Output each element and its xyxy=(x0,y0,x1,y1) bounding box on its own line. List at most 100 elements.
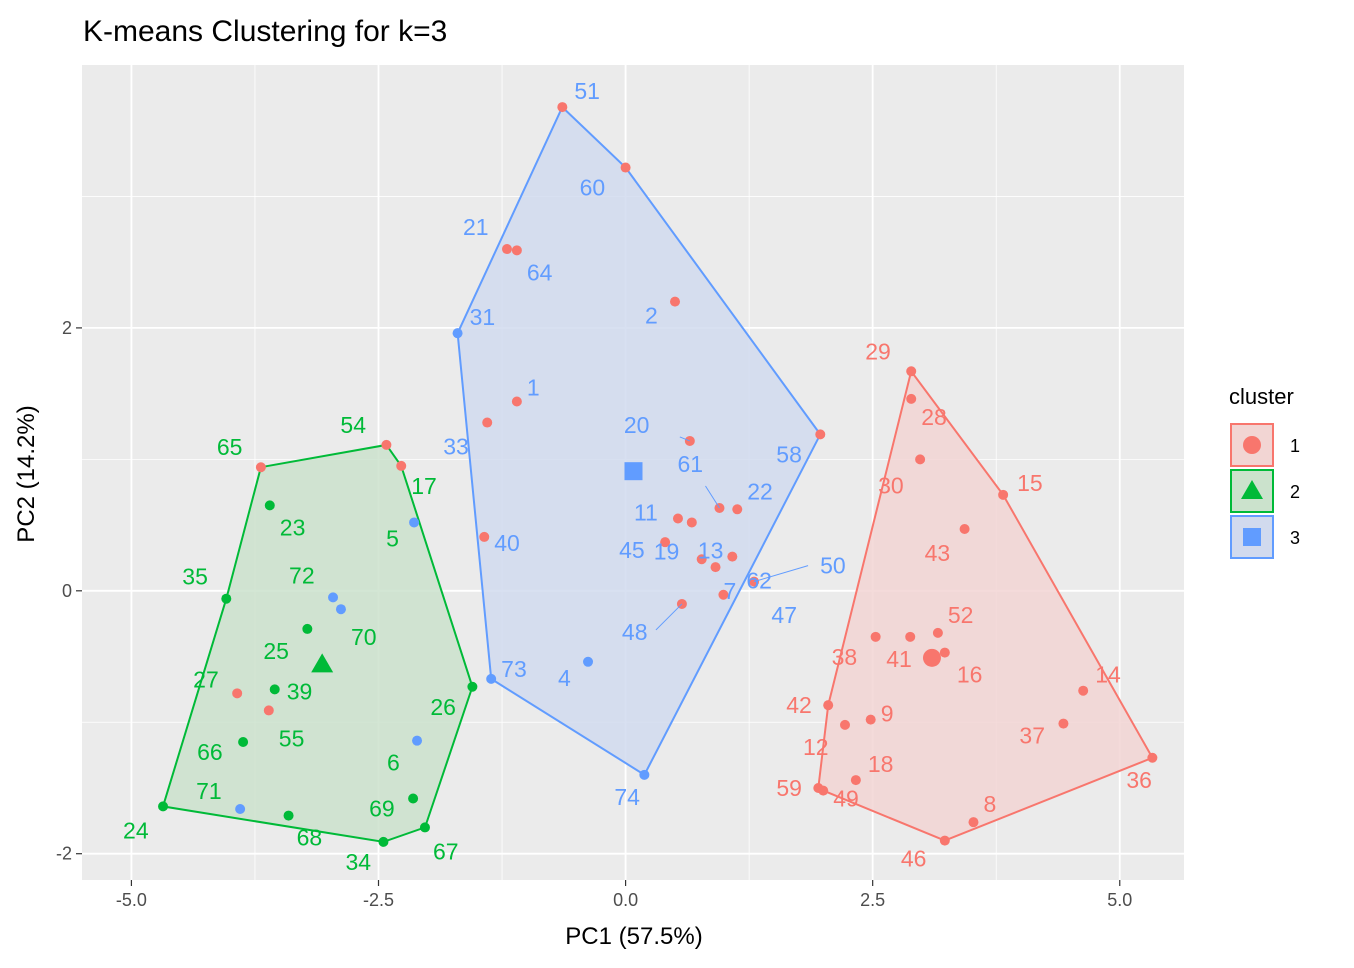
point-label-36: 36 xyxy=(1126,767,1152,793)
point-label-29: 29 xyxy=(865,338,891,364)
legend-square-icon xyxy=(1243,528,1261,546)
point-34 xyxy=(378,836,389,847)
point-4 xyxy=(583,656,594,667)
point-43 xyxy=(959,524,970,535)
cluster-centroids xyxy=(311,462,941,673)
point-label-24: 24 xyxy=(123,817,149,843)
point-16 xyxy=(939,647,950,658)
point-62 xyxy=(727,551,738,562)
point-66 xyxy=(238,736,249,747)
point-label-48: 48 xyxy=(622,619,648,645)
point-label-23: 23 xyxy=(280,514,306,540)
point-label-15: 15 xyxy=(1017,470,1043,496)
point-55 xyxy=(263,705,274,716)
point-54 xyxy=(381,439,392,450)
point-label-47: 47 xyxy=(771,602,797,628)
point-73 xyxy=(486,673,497,684)
point-label-38: 38 xyxy=(832,644,858,670)
point-11 xyxy=(672,513,683,524)
point-label-4: 4 xyxy=(558,665,571,691)
x-tick-label: -2.5 xyxy=(363,890,394,910)
chart-title: K-means Clustering for k=3 xyxy=(83,15,447,48)
point-68 xyxy=(283,810,294,821)
point-label-5: 5 xyxy=(386,525,399,551)
point-label-66: 66 xyxy=(197,739,223,765)
point-51 xyxy=(557,102,568,113)
point-label-16: 16 xyxy=(957,662,983,688)
point-label-25: 25 xyxy=(263,638,289,664)
legend-item-2: 2 xyxy=(1230,469,1300,513)
point-2 xyxy=(670,296,681,307)
point-29 xyxy=(906,366,917,377)
point-label-33: 33 xyxy=(443,434,469,460)
point-70 xyxy=(335,604,346,615)
point-25 xyxy=(302,623,313,634)
point-13 xyxy=(686,517,697,528)
point-label-60: 60 xyxy=(580,175,606,201)
point-label-31: 31 xyxy=(470,304,496,330)
point-41 xyxy=(905,631,916,642)
point-18 xyxy=(850,775,861,786)
point-label-40: 40 xyxy=(494,530,520,556)
point-12 xyxy=(839,719,850,730)
point-6 xyxy=(412,735,423,746)
legend: cluster 1 2 3 xyxy=(1229,384,1300,559)
point-label-46: 46 xyxy=(901,846,927,872)
centroid-cluster-1 xyxy=(922,648,941,667)
point-49 xyxy=(818,785,829,796)
point-52 xyxy=(932,627,943,638)
point-label-51: 51 xyxy=(574,78,600,104)
point-label-41: 41 xyxy=(886,646,912,672)
leader-line-20 xyxy=(679,436,691,442)
point-5 xyxy=(409,517,420,528)
cluster-1-hull xyxy=(817,369,1154,842)
point-8 xyxy=(968,817,979,828)
point-label-42: 42 xyxy=(786,692,812,718)
legend-label-1: 1 xyxy=(1290,436,1300,456)
point-label-45: 45 xyxy=(619,537,645,563)
point-33 xyxy=(482,417,493,428)
point-42 xyxy=(823,700,834,711)
y-tick-label: -2 xyxy=(56,844,72,864)
point-47 xyxy=(718,589,729,600)
point-label-72: 72 xyxy=(289,562,315,588)
point-7 xyxy=(710,562,721,573)
legend-triangle-icon xyxy=(1241,480,1263,499)
centroid-cluster-3 xyxy=(624,462,643,481)
point-60 xyxy=(620,162,631,173)
point-label-35: 35 xyxy=(182,564,208,590)
leader-line-50 xyxy=(753,565,809,583)
point-28 xyxy=(906,393,917,404)
legend-item-1: 1 xyxy=(1230,423,1300,467)
point-label-27: 27 xyxy=(193,666,219,692)
point-71 xyxy=(235,804,246,815)
point-17 xyxy=(396,460,407,471)
legend-label-3: 3 xyxy=(1290,528,1300,548)
point-21 xyxy=(501,244,512,255)
point-label-8: 8 xyxy=(983,791,996,817)
point-label-9: 9 xyxy=(881,701,894,727)
y-tick-label: 0 xyxy=(62,581,72,601)
centroid-cluster-2 xyxy=(311,653,334,673)
point-label-12: 12 xyxy=(803,734,829,760)
point-label-34: 34 xyxy=(345,849,371,875)
point-67 xyxy=(419,822,430,833)
point-label-71: 71 xyxy=(196,778,222,804)
y-axis-title: PC2 (14.2%) xyxy=(13,405,40,542)
point-label-28: 28 xyxy=(921,404,947,430)
point-label-1: 1 xyxy=(527,375,540,401)
point-label-59: 59 xyxy=(776,775,802,801)
x-tick-label: 5.0 xyxy=(1107,890,1132,910)
point-74 xyxy=(639,769,650,780)
point-1 xyxy=(511,396,522,407)
point-45 xyxy=(660,537,671,548)
point-label-52: 52 xyxy=(948,602,974,628)
point-label-54: 54 xyxy=(340,412,366,438)
point-15 xyxy=(998,489,1009,500)
point-label-19: 19 xyxy=(654,538,680,564)
point-35 xyxy=(221,593,232,604)
point-label-50: 50 xyxy=(820,553,846,579)
point-label-21: 21 xyxy=(463,214,489,240)
x-axis-title: PC1 (57.5%) xyxy=(565,923,702,950)
